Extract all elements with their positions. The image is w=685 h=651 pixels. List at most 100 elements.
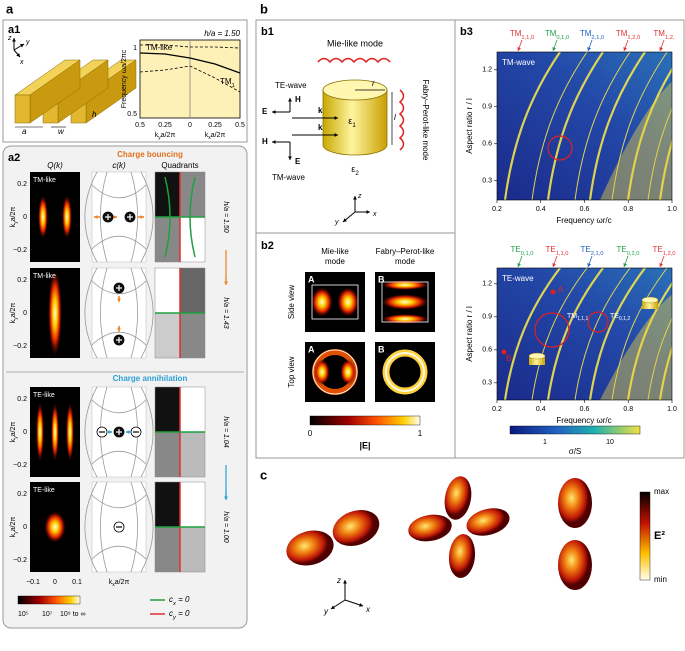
radiation-lobe <box>558 478 592 528</box>
label: TE1,1,0 <box>545 245 568 256</box>
label-part: k <box>155 132 159 139</box>
label: kya/2π <box>10 303 19 324</box>
label: Mie-like <box>321 247 349 256</box>
label: 0.5 <box>235 122 245 129</box>
label-part: TE <box>580 245 590 254</box>
label: TM2,1,0 <box>580 29 604 40</box>
label: k <box>318 123 323 132</box>
label: Aspect ratio r / l <box>465 98 474 154</box>
mode-line <box>546 52 604 200</box>
mode-line <box>574 268 631 400</box>
label: TM-like <box>33 273 56 280</box>
mode-line <box>531 268 588 400</box>
label-sub: x <box>172 601 177 607</box>
arrow-head <box>659 47 664 51</box>
label: mode <box>395 257 416 266</box>
mode-region <box>600 81 672 200</box>
label-sub: 1,1,0 <box>521 35 534 41</box>
label: 0.9 <box>482 314 492 321</box>
quadrant <box>180 482 205 527</box>
label: mode <box>325 257 346 266</box>
mode-line <box>503 268 561 400</box>
label-sub: 0,1,0 <box>556 35 569 41</box>
arrow-head <box>623 47 628 51</box>
label: cx = 0 <box>169 595 190 606</box>
quadrant <box>180 432 205 477</box>
field-blob <box>381 280 429 290</box>
label: h <box>92 110 97 119</box>
label: H <box>295 95 301 104</box>
outline <box>381 281 429 323</box>
q-blob <box>62 195 72 239</box>
field-line <box>100 267 108 359</box>
label: Frequency ωa/2πc <box>121 49 128 108</box>
label: 1 <box>543 439 547 446</box>
label: max <box>654 487 669 496</box>
label: −0.2 <box>13 462 27 469</box>
label: Frequency ωr/c <box>556 216 611 225</box>
heatmap <box>497 52 672 200</box>
q-blob <box>66 402 74 462</box>
panel-label: b <box>260 1 268 16</box>
field-line <box>91 545 147 560</box>
label-sub: y <box>13 436 19 439</box>
label: 10 <box>606 439 614 446</box>
arrow-head <box>623 263 628 267</box>
label: r <box>372 79 375 88</box>
label: w <box>58 127 65 136</box>
mode-line <box>647 107 672 200</box>
panel-label: b2 <box>261 240 274 252</box>
label: 0.6 <box>580 206 590 213</box>
quadrant <box>155 268 180 313</box>
label-part: k <box>205 132 209 139</box>
field-blob <box>311 287 333 317</box>
label-sub: x <box>208 135 211 141</box>
label-sub: y <box>158 135 161 141</box>
panel-label: a2 <box>8 152 20 164</box>
mode-line <box>546 268 604 400</box>
label: y <box>25 39 30 46</box>
label-sub: y <box>13 317 19 320</box>
label: 0.5 <box>135 122 145 129</box>
field-line <box>84 481 98 573</box>
arrow-head <box>272 110 276 114</box>
label: 0.2 <box>17 396 27 403</box>
label: 0 <box>23 310 27 317</box>
q-blob <box>51 402 59 462</box>
radiation-lobe <box>466 508 510 536</box>
q-blob <box>38 195 48 239</box>
arrow-head <box>16 53 20 57</box>
label: Charge bouncing <box>117 150 183 159</box>
label: z <box>7 35 12 42</box>
quadrant <box>180 527 205 572</box>
label-part: TM <box>616 29 628 38</box>
arrow-head <box>108 430 112 434</box>
label: Fabry–Perot-like <box>376 247 435 256</box>
arrow-head <box>334 116 338 120</box>
label-sub: 2,1,0 <box>591 35 604 41</box>
field-line <box>140 267 154 359</box>
quadrant <box>180 172 205 217</box>
field-blob <box>340 359 356 385</box>
q-blob <box>36 402 44 462</box>
field-blob <box>381 314 429 324</box>
label: 10⁷ <box>42 611 53 618</box>
label: 0.2 <box>492 206 502 213</box>
mode-line <box>647 317 672 400</box>
label-sub: 2,1,0 <box>591 251 604 257</box>
mode-line <box>626 281 672 400</box>
panel-label: a <box>6 1 14 16</box>
label: x <box>365 605 371 614</box>
label: 10⁹ to ∞ <box>60 611 86 618</box>
label: σ/S <box>569 447 582 456</box>
label: 1 <box>133 45 137 52</box>
field-line <box>84 171 98 263</box>
label: k <box>318 106 323 115</box>
q-map <box>30 172 80 262</box>
panel-label: b1 <box>261 26 274 38</box>
arrow-head <box>517 47 522 51</box>
field-line <box>91 184 147 199</box>
label: Q(k) <box>47 161 63 170</box>
label-part: k <box>10 223 17 227</box>
